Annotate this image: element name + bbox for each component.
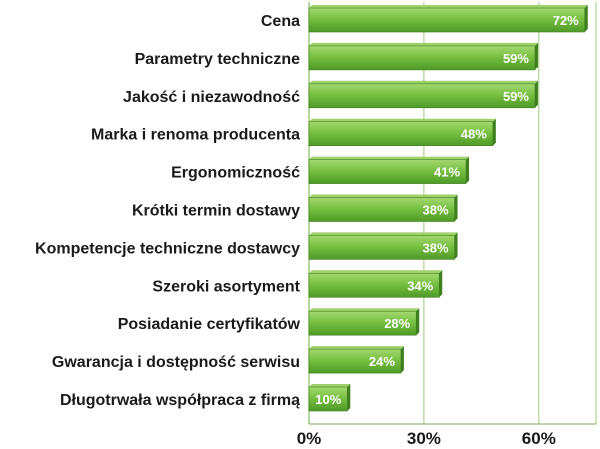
x-tick-labels: 0% 30% 60% bbox=[297, 429, 556, 448]
bars bbox=[308, 5, 588, 412]
bar-top-face bbox=[309, 42, 538, 46]
value-label: 59% bbox=[503, 51, 529, 66]
bar-side-face bbox=[534, 80, 538, 108]
value-label: 10% bbox=[315, 392, 341, 407]
bar-side-face bbox=[492, 118, 496, 146]
bar-side-face bbox=[454, 194, 458, 222]
bar-top-face bbox=[309, 156, 470, 160]
category-label: Ergonomiczność bbox=[171, 165, 300, 182]
bar bbox=[308, 310, 417, 336]
value-label: 72% bbox=[553, 13, 579, 28]
value-label: 59% bbox=[503, 89, 529, 104]
bar-side-face bbox=[416, 308, 420, 336]
x-tick-label: 30% bbox=[407, 429, 441, 448]
bar bbox=[308, 348, 402, 374]
bar-top-face bbox=[309, 346, 404, 350]
bar bbox=[308, 235, 455, 260]
bar-top-face bbox=[309, 80, 538, 84]
bar-side-face bbox=[347, 384, 351, 411]
category-label: Szeroki asortyment bbox=[152, 278, 300, 295]
bar-top-face bbox=[309, 194, 458, 198]
bar-side-face bbox=[534, 42, 538, 70]
bar bbox=[308, 159, 467, 184]
category-label: Parametry techniczne bbox=[135, 51, 301, 68]
value-label: 28% bbox=[384, 316, 410, 331]
bar-top-face bbox=[309, 5, 588, 8]
x-tick-label: 60% bbox=[522, 429, 556, 448]
bar bbox=[308, 272, 440, 298]
category-labels: Cena Parametry techniczne Jakość i niezawo… bbox=[35, 13, 301, 409]
bar-side-face bbox=[466, 156, 470, 184]
bar-top-face bbox=[309, 384, 351, 387]
category-label: Jakość i niezawodność bbox=[123, 89, 300, 106]
bar bbox=[308, 45, 536, 71]
value-label: 48% bbox=[461, 127, 487, 142]
category-label: Długotrwała współpraca z firmą bbox=[60, 392, 300, 409]
bar-top-face bbox=[309, 232, 458, 236]
bar bbox=[308, 197, 455, 222]
category-label: Posiadanie certyfikatów bbox=[118, 316, 301, 333]
category-label: Gwarancja i dostępność serwisu bbox=[52, 354, 300, 371]
bar bbox=[308, 386, 348, 412]
bar bbox=[308, 7, 586, 33]
bar-side-face bbox=[439, 270, 443, 298]
value-labels: 72% 59% 59% 48% 41% 38% 38% 34% 28% 24% 10% bbox=[315, 13, 579, 407]
bar-top-face bbox=[309, 270, 443, 274]
category-label: Kompetencje techniczne dostawcy bbox=[35, 240, 300, 257]
value-label: 38% bbox=[423, 203, 449, 218]
bar-side-face bbox=[584, 5, 588, 32]
bar-side-face bbox=[400, 346, 404, 374]
x-tick-label: 0% bbox=[297, 429, 322, 448]
bar bbox=[308, 121, 494, 146]
category-label: Marka i renoma producenta bbox=[91, 127, 300, 144]
value-label: 24% bbox=[369, 354, 395, 369]
bar-side-face bbox=[454, 232, 458, 260]
value-label: 38% bbox=[423, 240, 449, 255]
category-label: Krótki termin dostawy bbox=[132, 203, 300, 220]
category-label: Cena bbox=[261, 13, 300, 30]
value-label: 41% bbox=[434, 165, 460, 180]
bar bbox=[308, 83, 536, 109]
bar-top-face bbox=[309, 118, 496, 122]
value-label: 34% bbox=[407, 278, 433, 293]
bar-top-face bbox=[309, 308, 420, 312]
